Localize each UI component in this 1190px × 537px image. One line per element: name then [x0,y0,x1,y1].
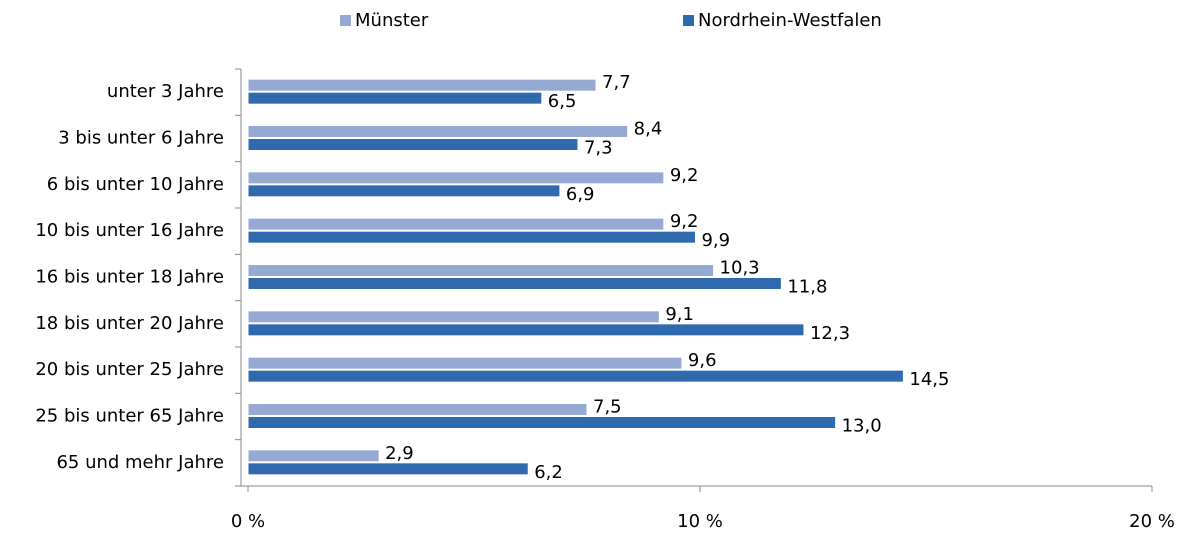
x-tick-label: 20 % [1129,511,1175,532]
legend-label: Münster [355,10,429,31]
bar [247,462,529,476]
y-tick-label: 65 und mehr Jahre [56,452,224,473]
value-label: 7,5 [593,397,622,418]
value-label: 11,8 [787,277,827,298]
value-label: 9,2 [670,165,699,186]
value-label: 7,3 [584,138,613,159]
y-tick-label: 20 bis unter 25 Jahre [35,359,224,380]
bar [247,277,782,290]
value-label: 7,7 [602,72,631,93]
value-label: 6,5 [548,91,577,112]
bar [247,310,660,324]
value-label: 9,6 [688,350,717,371]
value-label: 9,1 [665,304,694,325]
value-label: 9,2 [670,211,699,232]
value-label: 14,5 [909,369,949,390]
bar [247,217,665,231]
y-tick-label: unter 3 Jahre [107,81,224,102]
y-tick-label: 10 bis unter 16 Jahre [35,220,224,241]
value-label: 6,2 [534,462,563,483]
value-label: 6,9 [566,184,595,205]
bar [247,184,561,198]
bar [247,78,597,92]
bar [247,138,579,151]
bar [247,264,715,277]
value-label: 8,4 [634,119,663,140]
bar [247,323,805,337]
value-label: 13,0 [842,416,882,437]
bar [247,171,665,185]
bar [247,356,683,370]
y-tick-label: 25 bis unter 65 Jahre [35,406,224,427]
y-tick-label: 3 bis unter 6 Jahre [58,128,224,149]
y-tick-label: 6 bis unter 10 Jahre [47,174,224,195]
bar [247,125,629,138]
y-tick-label: 16 bis unter 18 Jahre [35,267,224,288]
bar [247,369,904,383]
value-label: 10,3 [720,258,760,279]
bar [247,91,543,105]
y-tick-label: 18 bis unter 20 Jahre [35,313,224,334]
x-tick-label: 10 % [677,511,723,532]
legend-label: Nordrhein-Westfalen [698,10,882,31]
legend-swatch [683,15,694,26]
bar [247,416,837,429]
bar [247,403,588,416]
bar [247,230,696,244]
legend-swatch [340,15,351,26]
value-label: 2,9 [385,443,414,464]
x-tick-label: 0 % [231,511,265,532]
value-label: 12,3 [810,323,850,344]
value-label: 9,9 [701,230,730,251]
bar [247,449,380,463]
